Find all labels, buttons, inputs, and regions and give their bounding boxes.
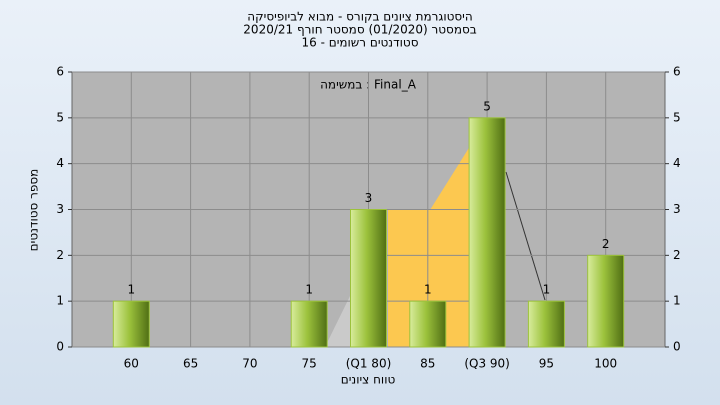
y-tick-label-right: 6 (673, 65, 681, 79)
data-label: 1 (543, 283, 551, 297)
y-tick-label-right: 1 (673, 294, 681, 308)
data-label: 1 (305, 283, 313, 297)
data-label: 3 (365, 191, 373, 205)
y-tick-label-right: 5 (673, 110, 681, 124)
y-tick-label: 0 (56, 340, 64, 354)
y-tick-label: 2 (56, 248, 64, 262)
chart-title: סטודנטים רשומים - 16 (301, 36, 418, 50)
data-label: 1 (424, 283, 432, 297)
bar (409, 300, 447, 348)
x-tick-label: 70 (242, 357, 257, 371)
x-tick-label: 85 (420, 357, 435, 371)
x-tick-label: 100 (594, 357, 617, 371)
y-tick-label: 3 (56, 202, 64, 216)
chart-title: היסטוגרמת ציונים בקורס - מבוא לביופיסיקה (247, 10, 472, 24)
bar (468, 117, 506, 348)
x-tick-label: (Q3 90) (464, 357, 510, 371)
x-tick-label: 95 (539, 357, 554, 371)
data-label: 1 (127, 283, 135, 297)
x-tick-label: 75 (302, 357, 317, 371)
y-tick-label: 6 (56, 65, 64, 79)
x-tick-label: 65 (183, 357, 198, 371)
y-tick-label-right: 3 (673, 202, 681, 216)
y-axis-label: מספר סטודנטים (27, 169, 41, 252)
x-tick-label: (Q1 80) (346, 357, 392, 371)
y-tick-label: 1 (56, 294, 64, 308)
bar (290, 300, 328, 348)
lower-quartile-area (325, 292, 352, 347)
y-tick-label: 5 (56, 110, 64, 124)
data-label: 5 (483, 99, 491, 113)
interquartile-area (388, 143, 472, 347)
bar (587, 254, 625, 348)
bar (112, 300, 150, 348)
x-axis-label: טווח ציונים (341, 373, 396, 387)
chart-title: בסמסטר (01/2020) סמסטר חורף 2020/21 (243, 23, 476, 37)
upper-whisker (505, 171, 546, 301)
y-tick-label: 4 (56, 156, 64, 170)
bar (527, 300, 565, 348)
y-tick-label-right: 0 (673, 340, 681, 354)
y-tick-label-right: 4 (673, 156, 681, 170)
bar (350, 209, 387, 348)
data-label: 2 (602, 237, 610, 251)
y-tick-label-right: 2 (673, 248, 681, 262)
x-tick-label: 60 (124, 357, 139, 371)
